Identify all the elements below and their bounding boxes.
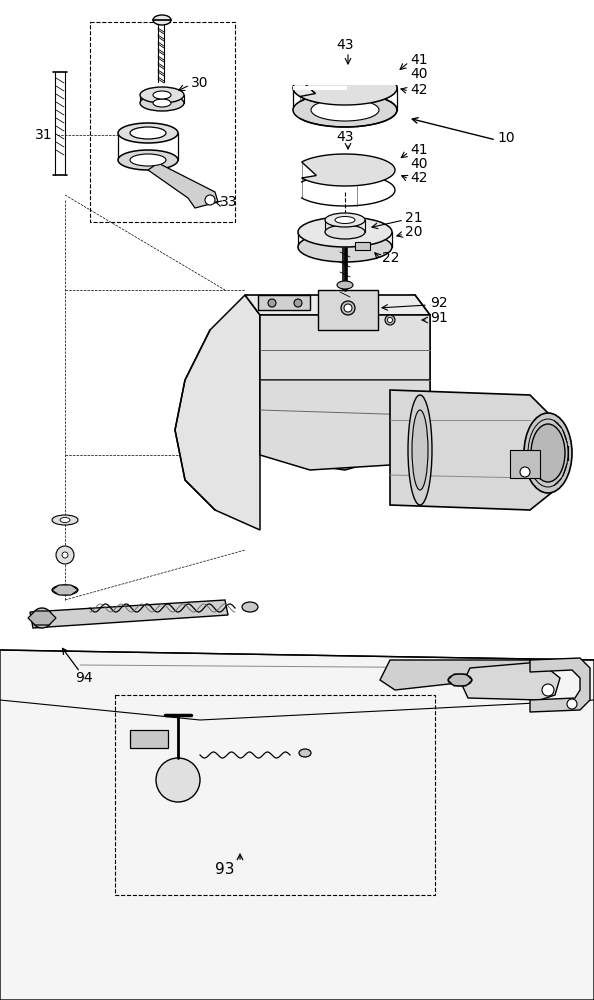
Ellipse shape: [242, 602, 258, 612]
Text: 22: 22: [382, 251, 400, 265]
Ellipse shape: [52, 585, 78, 595]
Text: 33: 33: [220, 195, 238, 209]
Circle shape: [341, 301, 355, 315]
Polygon shape: [390, 390, 555, 510]
Polygon shape: [30, 600, 228, 628]
Polygon shape: [293, 86, 347, 90]
Circle shape: [205, 195, 215, 205]
Text: 43: 43: [336, 38, 354, 52]
Circle shape: [542, 684, 554, 696]
Text: 10: 10: [497, 131, 514, 145]
Text: 42: 42: [410, 83, 428, 97]
Text: 40: 40: [410, 157, 428, 171]
Ellipse shape: [298, 217, 392, 247]
Polygon shape: [260, 295, 430, 470]
Text: 43: 43: [336, 130, 354, 144]
Ellipse shape: [325, 213, 365, 227]
Ellipse shape: [153, 15, 171, 25]
Circle shape: [344, 304, 352, 312]
Polygon shape: [448, 674, 472, 686]
Circle shape: [567, 699, 577, 709]
Text: 91: 91: [430, 311, 448, 325]
Polygon shape: [510, 450, 540, 478]
Text: 94: 94: [75, 671, 93, 685]
Ellipse shape: [118, 150, 178, 170]
Ellipse shape: [130, 127, 166, 139]
Text: 30: 30: [191, 76, 208, 90]
Ellipse shape: [140, 87, 184, 103]
Polygon shape: [355, 242, 370, 250]
Ellipse shape: [337, 281, 353, 289]
Polygon shape: [260, 380, 430, 470]
Ellipse shape: [311, 77, 379, 99]
Polygon shape: [318, 290, 378, 330]
Ellipse shape: [118, 123, 178, 143]
Polygon shape: [245, 295, 430, 315]
Bar: [90, 22, 235, 222]
Ellipse shape: [60, 518, 70, 522]
Ellipse shape: [524, 413, 572, 493]
Polygon shape: [380, 660, 530, 690]
Text: 42: 42: [410, 171, 428, 185]
Polygon shape: [260, 315, 430, 380]
Text: 92: 92: [430, 296, 448, 310]
Ellipse shape: [335, 217, 355, 224]
Circle shape: [38, 614, 46, 622]
Polygon shape: [175, 295, 260, 530]
Ellipse shape: [52, 515, 78, 525]
Circle shape: [156, 758, 200, 802]
Polygon shape: [258, 295, 310, 310]
Text: 41: 41: [410, 53, 428, 67]
Ellipse shape: [412, 410, 428, 490]
Text: 93: 93: [215, 862, 235, 878]
Circle shape: [56, 546, 74, 564]
Ellipse shape: [130, 154, 166, 166]
Circle shape: [294, 299, 302, 307]
Polygon shape: [0, 650, 594, 1000]
Polygon shape: [148, 163, 218, 208]
Text: 41: 41: [410, 143, 428, 157]
Text: 40: 40: [410, 67, 428, 81]
Ellipse shape: [311, 99, 379, 121]
Text: 21: 21: [405, 211, 422, 225]
Circle shape: [385, 315, 395, 325]
Polygon shape: [52, 585, 78, 595]
Ellipse shape: [325, 225, 365, 239]
Polygon shape: [28, 611, 56, 625]
Ellipse shape: [531, 424, 565, 482]
Polygon shape: [302, 154, 395, 186]
Circle shape: [520, 467, 530, 477]
Ellipse shape: [140, 95, 184, 111]
Polygon shape: [530, 658, 590, 712]
Ellipse shape: [293, 71, 397, 105]
Polygon shape: [291, 70, 399, 85]
Bar: [115, 695, 435, 895]
Circle shape: [62, 552, 68, 558]
Circle shape: [32, 608, 52, 628]
Ellipse shape: [293, 93, 397, 127]
Ellipse shape: [299, 749, 311, 757]
Ellipse shape: [153, 99, 171, 107]
Polygon shape: [462, 662, 560, 700]
Circle shape: [387, 318, 393, 322]
Circle shape: [268, 299, 276, 307]
Polygon shape: [130, 730, 168, 748]
Text: 31: 31: [35, 128, 53, 142]
Text: 20: 20: [405, 225, 422, 239]
Ellipse shape: [298, 232, 392, 262]
Ellipse shape: [153, 91, 171, 99]
Polygon shape: [300, 71, 397, 105]
Ellipse shape: [408, 395, 432, 505]
